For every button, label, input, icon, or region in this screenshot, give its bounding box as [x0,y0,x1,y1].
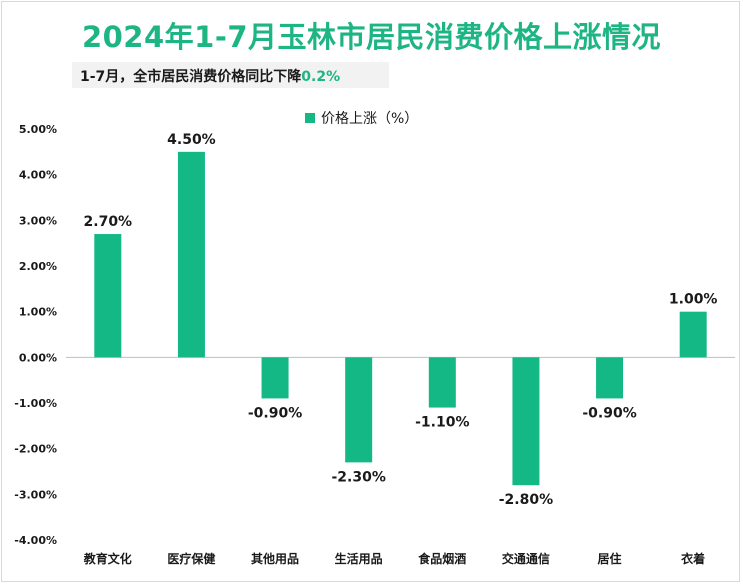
legend-label: 价格上涨（%） [321,111,419,127]
bar [428,357,456,408]
data-label: 2.70% [84,214,133,230]
legend: 价格上涨（%） [305,108,418,128]
category-label: 教育文化 [83,551,132,566]
y-tick-label: -4.00% [14,534,57,547]
y-tick-label: 4.00% [19,169,57,182]
chart-title: 2024年1-7月玉林市居民消费价格上涨情况 [81,20,662,54]
category-label: 食品烟酒 [417,551,466,566]
bar [177,151,205,358]
y-tick-label: -2.00% [14,443,57,456]
subtitle-box [72,62,389,88]
y-tick-label: -3.00% [14,488,57,501]
subtitle-prefix: 1-7月，全市居民消费价格同比下降 [80,69,302,85]
bar [596,357,624,399]
legend-swatch [305,113,315,123]
data-label: 1.00% [669,292,718,308]
y-tick-label: -1.00% [14,397,57,410]
y-tick-label: 3.00% [19,214,57,227]
data-label: -1.10% [415,415,469,431]
chart-subtitle: 1-7月，全市居民消费价格同比下降0.2% [80,66,340,86]
category-label: 医疗保健 [167,551,216,566]
category-label: 生活用品 [335,551,383,566]
bar [345,357,373,463]
category-label: 交通通信 [502,551,550,566]
category-label: 其他用品 [251,551,299,566]
data-label: 4.50% [167,132,216,148]
y-tick-label: 1.00% [19,306,57,319]
y-tick-label: 0.00% [19,351,57,364]
data-label: -0.90% [582,405,636,421]
subtitle-value: 0.2% [301,69,341,85]
bar [679,311,707,358]
y-tick-label: 5.00% [19,123,57,136]
data-label: -2.30% [331,469,385,485]
data-label: -0.90% [248,405,302,421]
bar [94,234,122,358]
category-label: 居住 [598,551,622,566]
category-label: 衣着 [681,551,705,566]
bar [512,357,540,486]
y-tick-label: 2.00% [19,260,57,273]
bar [261,357,289,399]
data-label: -2.80% [499,492,553,508]
